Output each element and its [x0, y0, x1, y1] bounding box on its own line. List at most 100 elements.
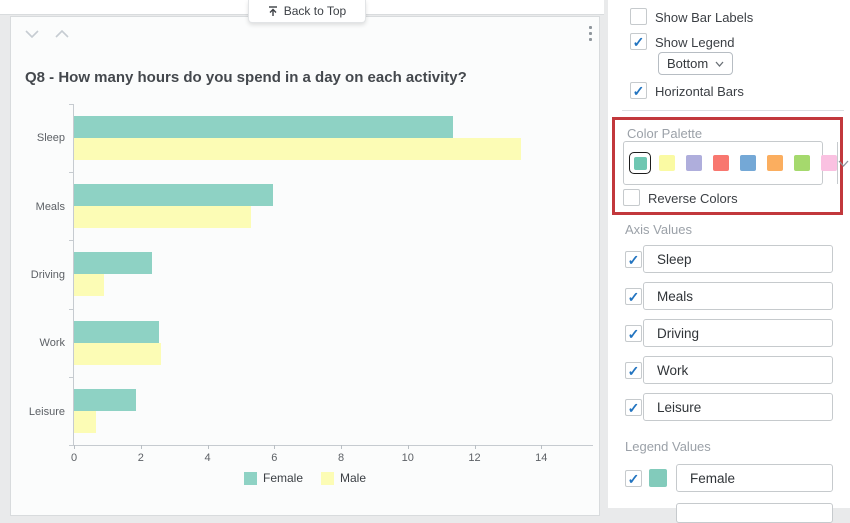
- axis-value-checkbox-leisure[interactable]: ✓: [625, 399, 642, 416]
- bar-female-sleep[interactable]: [74, 116, 453, 139]
- category-label: Sleep: [36, 132, 65, 145]
- x-axis-tick-label: 6: [271, 452, 278, 464]
- bar-male-driving[interactable]: [74, 274, 105, 297]
- category-label: Meals: [35, 200, 65, 213]
- x-axis-tick-label: 4: [204, 452, 211, 464]
- bar-group-sleep: [74, 104, 593, 172]
- show-legend-checkbox[interactable]: ✓: [630, 33, 647, 50]
- category-label: Driving: [30, 268, 65, 281]
- chevron-down-icon: [715, 61, 724, 67]
- chart-title: Q8 - How many hours do you spend in a da…: [25, 69, 467, 86]
- back-to-top-button[interactable]: Back to Top: [248, 0, 366, 23]
- chevron-up-icon[interactable]: [55, 30, 69, 38]
- back-to-top-label: Back to Top: [283, 4, 347, 18]
- palette-color-swatch: [713, 155, 729, 171]
- bar-female-meals[interactable]: [74, 184, 273, 207]
- legend-label: Female: [262, 471, 303, 485]
- bar-female-leisure[interactable]: [74, 388, 136, 411]
- legend-item-female[interactable]: Female: [243, 471, 303, 485]
- bar-group-leisure: [74, 377, 593, 445]
- palette-swatches: [624, 152, 837, 174]
- y-axis-category-labels: Sleep Meals Driving Work Leisure: [11, 104, 65, 446]
- x-axis-tick: [74, 445, 75, 449]
- horizontal-bars-label: Horizontal Bars: [655, 84, 744, 99]
- y-axis-tick: [69, 376, 74, 378]
- axis-value-checkbox-meals[interactable]: ✓: [625, 288, 642, 305]
- palette-color-swatch: [767, 155, 783, 171]
- chevron-down-icon[interactable]: [25, 30, 39, 38]
- palette-color-swatch: [740, 155, 756, 171]
- bar-group-work: [74, 309, 593, 377]
- bar-male-meals[interactable]: [74, 206, 251, 229]
- legend-swatch: [243, 471, 257, 485]
- y-axis-tick: [69, 172, 74, 174]
- legend-value-field-partial[interactable]: [676, 503, 833, 523]
- axis-value-field-driving[interactable]: Driving: [643, 319, 833, 347]
- bar-male-leisure[interactable]: [74, 410, 96, 433]
- palette-color-swatch: [659, 155, 675, 171]
- axis-value-checkbox-driving[interactable]: ✓: [625, 325, 642, 342]
- axis-value-field-work[interactable]: Work: [643, 356, 833, 384]
- show-bar-labels-checkbox[interactable]: [630, 8, 647, 25]
- x-axis-tick: [407, 445, 409, 449]
- x-axis-tick-label: 8: [337, 452, 345, 464]
- bar-chart-plot-area: 0 2 4 6 8 10 12 14: [69, 104, 593, 464]
- show-bar-labels-label: Show Bar Labels: [655, 10, 754, 25]
- reverse-colors-checkbox[interactable]: [623, 189, 640, 206]
- legend-value-color-chip[interactable]: [649, 469, 667, 487]
- legend-label: Male: [340, 471, 367, 485]
- axis-value-field-leisure[interactable]: Leisure: [643, 393, 833, 421]
- chart-widget-card: Q8 - How many hours do you spend in a da…: [10, 16, 600, 516]
- x-axis-tick: [341, 445, 342, 449]
- bar-male-work[interactable]: [74, 342, 161, 365]
- x-axis-tick: [274, 445, 276, 449]
- section-divider: [622, 110, 844, 111]
- selected-palette-swatch: [629, 152, 651, 174]
- y-axis-tick: [69, 104, 74, 105]
- bar-female-driving[interactable]: [74, 252, 153, 275]
- chevron-down-icon: [838, 160, 849, 167]
- x-axis-tick: [474, 445, 476, 449]
- x-axis-tick: [541, 445, 543, 449]
- color-palette-highlight-box: [612, 117, 843, 215]
- widget-options-menu-icon[interactable]: [583, 26, 597, 46]
- y-axis-tick: [69, 240, 74, 242]
- palette-color-swatch: [633, 156, 647, 170]
- bar-group-driving: [74, 240, 593, 308]
- x-axis-tick-label: 12: [468, 452, 481, 464]
- chart-settings-panel: Show Bar Labels ✓ Show Legend Bottom ✓ H…: [608, 0, 850, 523]
- x-axis-tick: [140, 445, 142, 449]
- palette-color-swatch: [821, 155, 837, 171]
- color-palette-label: Color Palette: [627, 126, 703, 141]
- legend-position-value: Bottom: [667, 56, 709, 71]
- palette-dropdown-button[interactable]: [837, 142, 849, 184]
- axis-value-field-sleep[interactable]: Sleep: [643, 245, 833, 273]
- category-label: Leisure: [28, 405, 65, 418]
- axis-value-checkbox-sleep[interactable]: ✓: [625, 251, 642, 268]
- bar-male-sleep[interactable]: [74, 138, 522, 161]
- show-legend-label: Show Legend: [655, 35, 735, 50]
- legend-value-checkbox-female[interactable]: ✓: [625, 470, 642, 487]
- category-label: Work: [39, 337, 65, 350]
- legend-swatch: [321, 471, 334, 485]
- axis-values-label: Axis Values: [625, 222, 692, 237]
- palette-color-swatch: [794, 155, 810, 171]
- axis-value-field-meals[interactable]: Meals: [643, 282, 833, 310]
- x-axis-tick: [207, 445, 209, 449]
- horizontal-bars-checkbox[interactable]: ✓: [630, 82, 647, 99]
- chart-legend: Female Male: [11, 471, 599, 485]
- x-axis-tick-label: 0: [70, 452, 78, 464]
- palette-color-swatch: [686, 155, 702, 171]
- color-palette-selector[interactable]: [623, 141, 849, 185]
- x-axis-tick-label: 10: [401, 452, 414, 464]
- x-axis-tick-label: 14: [535, 452, 548, 464]
- y-axis-tick: [69, 445, 74, 446]
- legend-item-male[interactable]: Male: [321, 471, 366, 485]
- axis-value-checkbox-work[interactable]: ✓: [625, 362, 642, 379]
- legend-value-field-female[interactable]: Female: [676, 464, 833, 492]
- legend-values-label: Legend Values: [625, 439, 711, 454]
- legend-position-dropdown[interactable]: Bottom: [658, 52, 734, 75]
- bar-female-work[interactable]: [74, 320, 160, 343]
- arrow-to-top-icon: [268, 5, 278, 17]
- y-axis-tick: [69, 308, 74, 310]
